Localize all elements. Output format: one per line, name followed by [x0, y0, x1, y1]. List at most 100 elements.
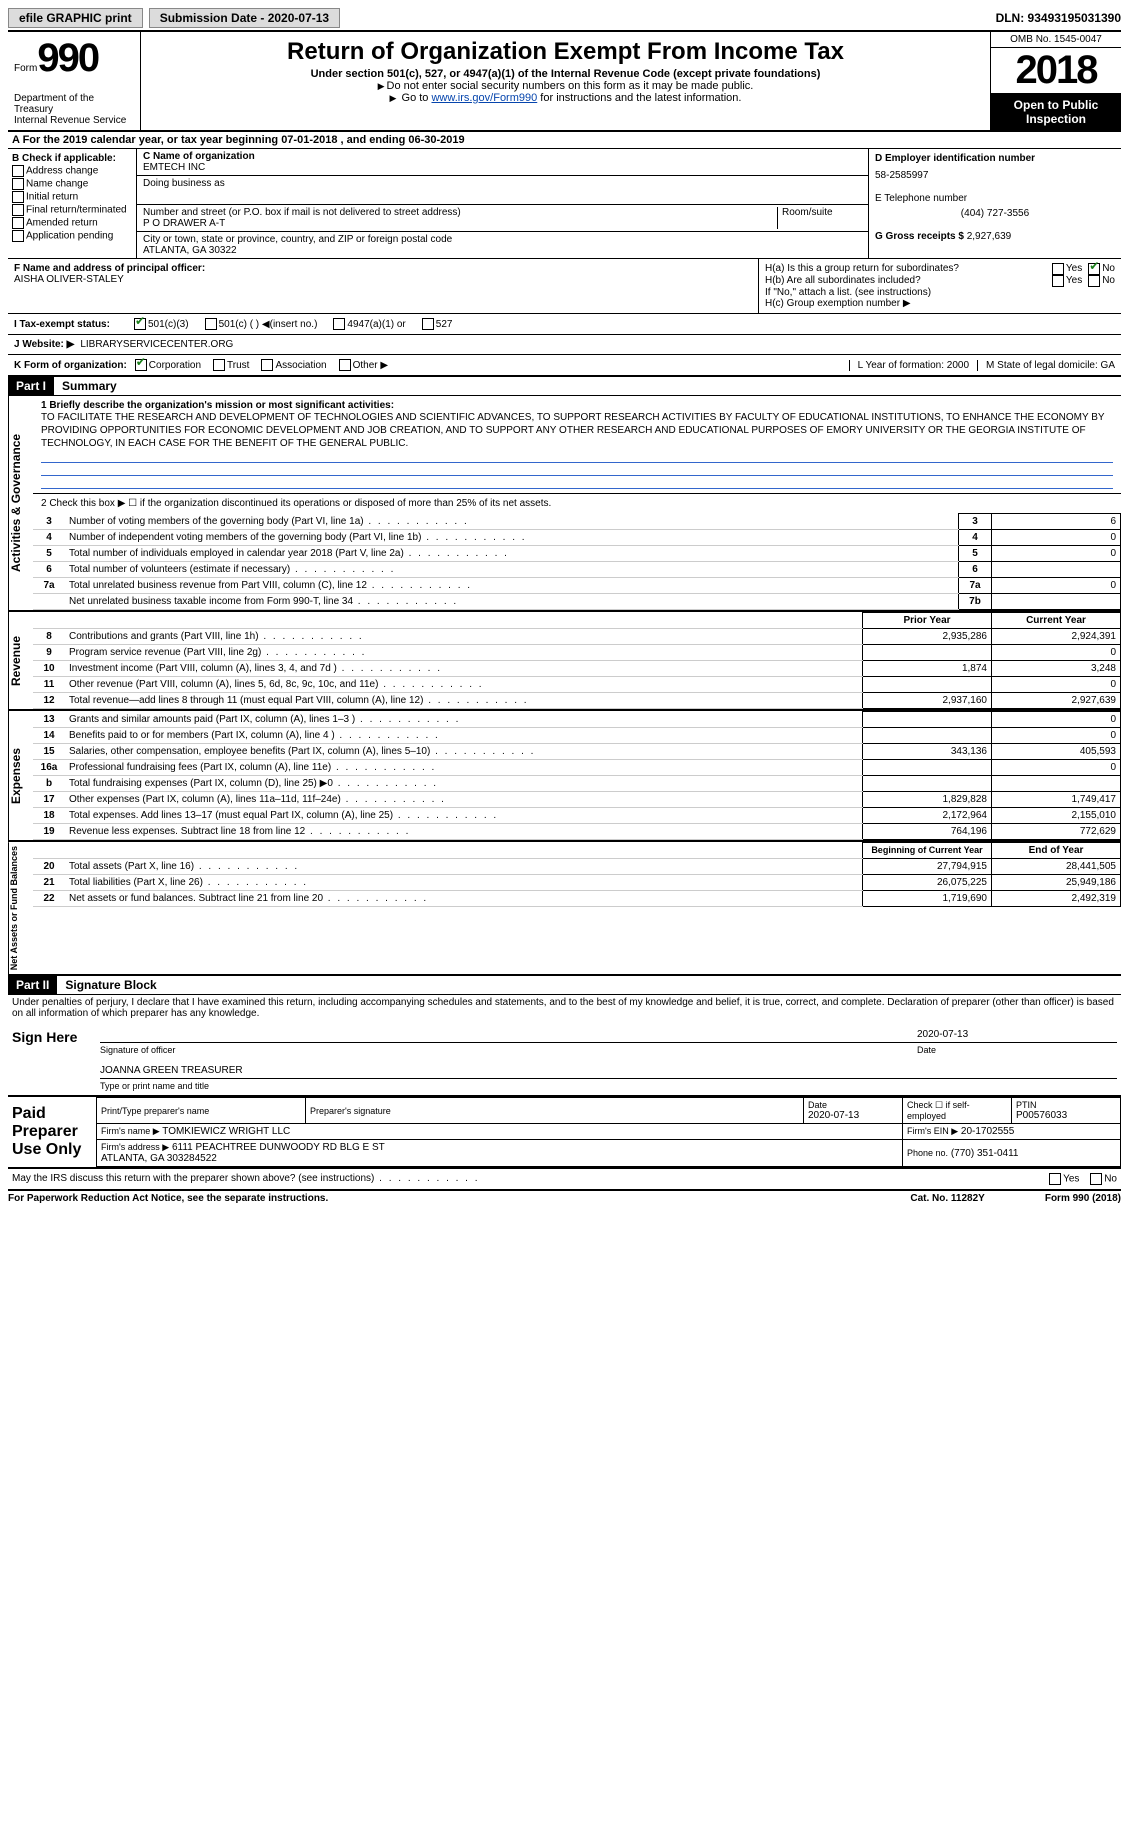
discuss-yes-chk[interactable]: [1049, 1173, 1061, 1185]
chk-label: Application pending: [26, 231, 113, 242]
opt-501c: 501(c) ( ) ◀(insert no.): [219, 319, 318, 330]
table-row: 19Revenue less expenses. Subtract line 1…: [33, 824, 1121, 840]
state-domicile: M State of legal domicile: GA: [977, 360, 1115, 371]
chk-other[interactable]: [339, 359, 351, 371]
chk-label: Address change: [26, 166, 98, 177]
chk-assoc[interactable]: [261, 359, 273, 371]
section-net-assets: Net Assets or Fund Balances Beginning of…: [8, 842, 1121, 976]
prior-year-hdr: Prior Year: [863, 613, 992, 629]
no-label: No: [1102, 263, 1115, 275]
header-center: Return of Organization Exempt From Incom…: [141, 32, 990, 130]
paid-preparer-label: Paid Preparer Use Only: [8, 1097, 96, 1167]
org-name: EMTECH INC: [143, 162, 862, 173]
year-formation: L Year of formation: 2000: [849, 360, 977, 371]
discuss-text: May the IRS discuss this return with the…: [12, 1173, 480, 1185]
part1-title: Summary: [54, 379, 117, 393]
ha-no-chk[interactable]: [1088, 263, 1100, 275]
chk-address-change[interactable]: Address change: [12, 165, 132, 177]
net-assets-table: Beginning of Current Year End of Year 20…: [33, 842, 1121, 907]
form-990-number: 990: [37, 36, 98, 80]
chk-501c[interactable]: [205, 318, 217, 330]
irs-link[interactable]: www.irs.gov/Form990: [431, 92, 537, 104]
ein-label: D Employer identification number: [875, 153, 1115, 164]
dln-label: DLN: 93493195031390: [996, 11, 1121, 25]
opt-corp: Corporation: [149, 360, 201, 371]
date-label: Date: [917, 1045, 1117, 1055]
hb-note: If "No," attach a list. (see instruction…: [765, 287, 1115, 298]
discuss-no-chk[interactable]: [1090, 1173, 1102, 1185]
discuss-row: May the IRS discuss this return with the…: [8, 1169, 1121, 1191]
chk-amended-return[interactable]: Amended return: [12, 217, 132, 229]
chk-application-pending[interactable]: Application pending: [12, 230, 132, 242]
hc-label: H(c) Group exemption number ▶: [765, 298, 1115, 309]
chk-initial-return[interactable]: Initial return: [12, 191, 132, 203]
hb-no-chk[interactable]: [1088, 275, 1100, 287]
table-row: 7aTotal unrelated business revenue from …: [33, 578, 1121, 594]
omb-number: OMB No. 1545-0047: [991, 32, 1121, 48]
header-left: Form990 Department of the Treasury Inter…: [8, 32, 141, 130]
phone-value: (770) 351-0411: [951, 1148, 1019, 1159]
col-h-group: H(a) Is this a group return for subordin…: [759, 259, 1121, 313]
footer-mid: Cat. No. 11282Y: [910, 1193, 984, 1204]
table-row: 15Salaries, other compensation, employee…: [33, 744, 1121, 760]
hb-yes-chk[interactable]: [1052, 275, 1064, 287]
addr-value: P O DRAWER A-T: [143, 218, 777, 229]
part1-bar: Part I Summary: [8, 377, 1121, 396]
ptin-label: PTIN: [1016, 1100, 1116, 1110]
form-header: Form990 Department of the Treasury Inter…: [8, 32, 1121, 132]
website-value: LIBRARYSERVICECENTER.ORG: [80, 339, 233, 350]
chk-label: Initial return: [26, 192, 78, 203]
header-right: OMB No. 1545-0047 2018 Open to Public In…: [990, 32, 1121, 130]
section-governance: Activities & Governance 1 Briefly descri…: [8, 396, 1121, 612]
col-d-ein: D Employer identification number 58-2585…: [868, 149, 1121, 258]
col-b-checkboxes: B Check if applicable: Address change Na…: [8, 149, 137, 258]
mission-text: TO FACILITATE THE RESEARCH AND DEVELOPME…: [41, 411, 1113, 450]
side-net-assets: Net Assets or Fund Balances: [8, 842, 33, 974]
blank-line: [41, 450, 1113, 463]
table-row: 17Other expenses (Part IX, column (A), l…: [33, 792, 1121, 808]
chk-trust[interactable]: [213, 359, 225, 371]
begin-year-hdr: Beginning of Current Year: [863, 843, 992, 859]
line2: 2 Check this box ▶ ☐ if the organization…: [33, 494, 1121, 513]
col-b-header: B Check if applicable:: [12, 153, 132, 164]
table-row: 12Total revenue—add lines 8 through 11 (…: [33, 693, 1121, 709]
row-k-label: K Form of organization:: [14, 360, 127, 371]
prep-name-label: Print/Type preparer's name: [101, 1106, 301, 1116]
table-row: 8Contributions and grants (Part VIII, li…: [33, 629, 1121, 645]
firm-addr-label: Firm's address ▶: [101, 1142, 169, 1152]
table-row: 20Total assets (Part X, line 16)27,794,9…: [33, 859, 1121, 875]
firm-name: TOMKIEWICZ WRIGHT LLC: [162, 1126, 290, 1137]
row-fh: F Name and address of principal officer:…: [8, 259, 1121, 314]
blank-line: [41, 476, 1113, 489]
sig-officer-label: Signature of officer: [100, 1045, 917, 1055]
part2-title: Signature Block: [57, 978, 156, 992]
officer-name: AISHA OLIVER-STALEY: [14, 274, 752, 285]
footer: For Paperwork Reduction Act Notice, see …: [8, 1191, 1121, 1204]
sign-here-label: Sign Here: [8, 1021, 96, 1095]
side-governance: Activities & Governance: [8, 396, 33, 610]
chk-final-return[interactable]: Final return/terminated: [12, 204, 132, 216]
row-j-website: J Website: ▶ LIBRARYSERVICECENTER.ORG: [8, 335, 1121, 355]
city-value: ATLANTA, GA 30322: [143, 245, 862, 256]
submission-date-button[interactable]: Submission Date - 2020-07-13: [149, 8, 340, 28]
chk-corp[interactable]: [135, 359, 147, 371]
ha-yes-chk[interactable]: [1052, 263, 1064, 275]
row-j-label: J Website: ▶: [14, 339, 74, 350]
tel-label: E Telephone number: [875, 193, 1115, 204]
table-row: Firm's name ▶ TOMKIEWICZ WRIGHT LLC Firm…: [97, 1124, 1121, 1140]
chk-name-change[interactable]: Name change: [12, 178, 132, 190]
chk-501c3[interactable]: [134, 318, 146, 330]
chk-4947[interactable]: [333, 318, 345, 330]
phone-label: Phone no.: [907, 1148, 948, 1158]
note-ssn: Do not enter social security numbers on …: [147, 80, 984, 92]
chk-527[interactable]: [422, 318, 434, 330]
efile-button[interactable]: efile GRAPHIC print: [8, 8, 143, 28]
officer-label: F Name and address of principal officer:: [14, 263, 752, 274]
dept-label: Department of the Treasury Internal Reve…: [14, 93, 134, 126]
firm-ein: 20-1702555: [961, 1126, 1014, 1137]
signature-section: Sign Here 2020-07-13 Signature of office…: [8, 1021, 1121, 1097]
form-label: Form: [14, 63, 37, 74]
table-row: 16aProfessional fundraising fees (Part I…: [33, 760, 1121, 776]
type-name-label: Type or print name and title: [100, 1081, 1117, 1091]
part1-header: Part I: [8, 377, 54, 395]
